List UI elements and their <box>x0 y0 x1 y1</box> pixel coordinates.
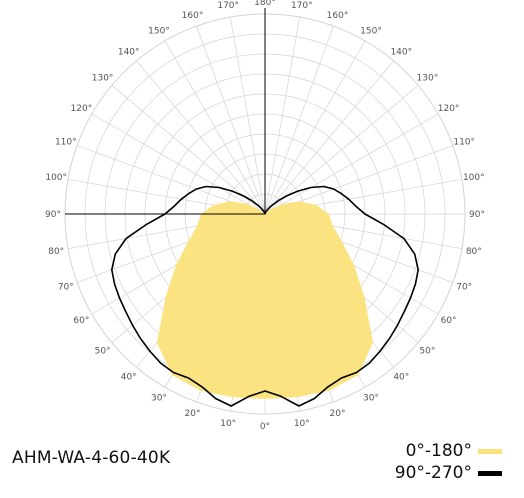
angle-label-left: 20° <box>185 409 201 419</box>
angle-label-right: 90° <box>469 210 485 220</box>
grid-spoke <box>264 25 334 215</box>
angle-label-left: 160° <box>182 11 204 21</box>
polar-axes <box>65 8 266 215</box>
angle-label-left: 80° <box>48 247 64 257</box>
angle-label-left: 130° <box>92 74 114 84</box>
angle-label-left: 40° <box>121 372 137 382</box>
angle-label-left: 70° <box>58 283 74 293</box>
grid-spoke <box>91 113 266 215</box>
polar-candela-chart: 0° 10° 20° 30° 40° 50° 60° 70° 80° 90° 100° 110° 120… <box>45 0 485 432</box>
angle-label-right: 80° <box>466 247 482 257</box>
grid-spoke <box>264 85 419 215</box>
grid-spoke <box>264 113 439 215</box>
angle-label-right: 170° <box>291 1 313 11</box>
angle-label-left: 50° <box>95 346 111 356</box>
grid-spoke <box>196 25 266 215</box>
angle-label-right: 40° <box>393 372 409 382</box>
legend-label-0-180: 0°-180° <box>405 441 472 461</box>
polar-series-layer <box>111 185 419 407</box>
angle-label-right: 50° <box>419 346 435 356</box>
polar-angle-labels: 0° 10° 20° 30° 40° 50° 60° 70° 80° 90° 100° 110° 120… <box>45 0 485 432</box>
angle-label-right: 20° <box>330 409 346 419</box>
grid-spoke <box>136 60 266 215</box>
angle-label-left: 120° <box>71 104 93 114</box>
angle-label-left: 150° <box>148 26 170 36</box>
grid-spoke <box>264 16 301 215</box>
legend-entry-0-180: 0°-180° <box>395 440 502 462</box>
angle-label-left: 60° <box>73 316 89 326</box>
angle-label-right: 110° <box>453 138 475 148</box>
angle-label-right: 100° <box>463 173 485 183</box>
angle-label-left: 180° <box>254 0 276 8</box>
grid-spoke <box>111 85 266 215</box>
angle-label-left: 140° <box>118 48 140 58</box>
angle-label-right: 60° <box>441 316 457 326</box>
angle-label-right: 150° <box>360 26 382 36</box>
angle-label-right: 160° <box>327 11 349 21</box>
angle-label-left: 90° <box>45 210 61 220</box>
angle-label-right: 70° <box>456 283 472 293</box>
product-model-label: AHM-WA-4-60-40K <box>12 448 171 468</box>
angle-label-left: 0° <box>260 422 270 432</box>
angle-label-right: 140° <box>390 48 412 58</box>
series-0-180-area <box>157 201 373 399</box>
angle-label-left: 170° <box>217 1 239 11</box>
legend-swatch-90-270 <box>478 470 502 476</box>
angle-label-right: 120° <box>438 104 460 114</box>
angle-label-right: 130° <box>417 74 439 84</box>
angle-label-left: 110° <box>55 138 77 148</box>
angle-label-right: 30° <box>363 394 379 404</box>
angle-label-left: 100° <box>45 173 67 183</box>
grid-spoke <box>264 40 366 215</box>
grid-spoke <box>164 40 266 215</box>
legend-swatch-0-180 <box>478 448 502 454</box>
angle-label-right: 10° <box>294 419 310 429</box>
chart-legend: 0°-180° 90°-270° <box>395 440 502 484</box>
angle-label-left: 10° <box>220 419 236 429</box>
angle-label-left: 30° <box>151 394 167 404</box>
legend-label-90-270: 90°-270° <box>394 463 472 483</box>
grid-spoke <box>264 60 394 215</box>
grid-spoke <box>229 16 266 215</box>
legend-entry-90-270: 90°-270° <box>395 462 502 484</box>
